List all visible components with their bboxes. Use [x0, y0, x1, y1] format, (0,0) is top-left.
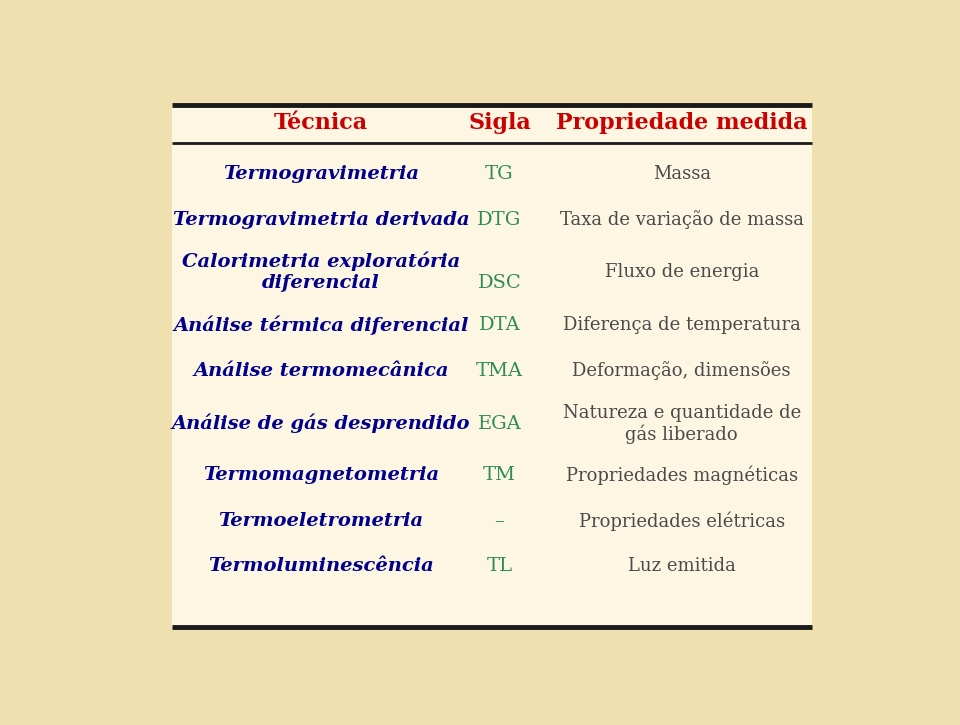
Text: Luz emitida: Luz emitida [628, 557, 735, 575]
Text: Propriedade medida: Propriedade medida [556, 112, 807, 134]
Text: Termogravimetria derivada: Termogravimetria derivada [173, 211, 469, 229]
Text: Análise termomecânica: Análise termomecânica [193, 362, 448, 380]
Text: Diferença de temperatura: Diferença de temperatura [563, 316, 801, 334]
Text: diferencial: diferencial [262, 274, 380, 292]
Text: –: – [494, 512, 504, 530]
Text: Deformação, dimensões: Deformação, dimensões [572, 361, 791, 380]
Text: DTA: DTA [479, 316, 520, 334]
Text: Propriedades magnéticas: Propriedades magnéticas [565, 465, 798, 485]
Text: Calorimetria exploratória: Calorimetria exploratória [181, 252, 460, 271]
Text: gás liberado: gás liberado [625, 424, 738, 444]
Text: EGA: EGA [477, 415, 521, 433]
Text: TL: TL [487, 557, 513, 575]
Text: Fluxo de energia: Fluxo de energia [605, 263, 759, 281]
Text: TMA: TMA [476, 362, 523, 380]
Text: Análise de gás desprendido: Análise de gás desprendido [172, 414, 470, 434]
Text: Propriedades elétricas: Propriedades elétricas [579, 511, 784, 531]
Text: Termoluminescência: Termoluminescência [208, 557, 434, 575]
Text: Taxa de variação de massa: Taxa de variação de massa [560, 210, 804, 229]
Text: DTG: DTG [477, 211, 521, 229]
Text: Técnica: Técnica [274, 112, 368, 134]
Text: Sigla: Sigla [468, 112, 531, 134]
Text: DSC: DSC [477, 274, 521, 292]
FancyBboxPatch shape [172, 105, 812, 627]
Text: Massa: Massa [653, 165, 710, 183]
Text: Natureza e quantidade de: Natureza e quantidade de [563, 404, 801, 422]
Text: Análise térmica diferencial: Análise térmica diferencial [173, 315, 468, 335]
Text: TG: TG [485, 165, 514, 183]
Text: Termoeletrometria: Termoeletrometria [218, 512, 423, 530]
Text: Termogravimetria: Termogravimetria [223, 165, 419, 183]
Text: TM: TM [483, 466, 516, 484]
Text: Termomagnetometria: Termomagnetometria [203, 466, 439, 484]
